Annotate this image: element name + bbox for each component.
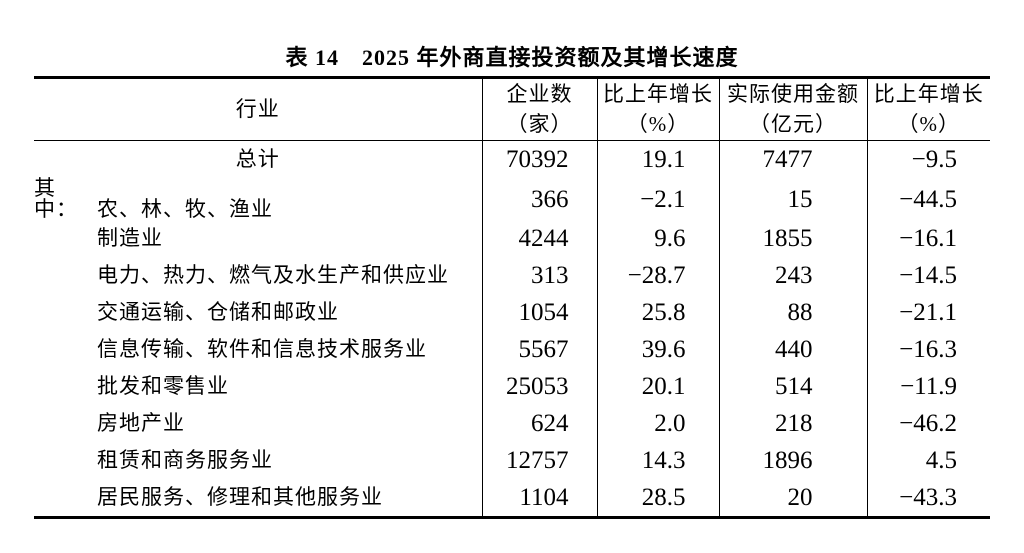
growth-amount-cell: −44.5 (866, 178, 990, 220)
amount-cell: 15 (718, 178, 867, 220)
growth-amount-cell: −43.3 (866, 479, 990, 518)
industry-label: 农、林、牧、渔业 (97, 197, 273, 221)
enterprises-cell: 12757 (481, 442, 597, 479)
enterprises-cell: 25053 (481, 368, 597, 405)
table-row: 批发和零售业 25053 20.1 514 −11.9 (34, 368, 990, 405)
table-body: 总计 70392 19.1 7477 −9.5 其中： 农、林、牧、渔业 366 … (34, 140, 990, 518)
table-row: 交通运输、仓储和邮政业 1054 25.8 88 −21.1 (34, 294, 990, 331)
amount-cell: 440 (718, 331, 867, 368)
growth-enterprises-cell: 25.8 (596, 294, 719, 331)
industry-label: 总计 (235, 147, 280, 171)
growth-amount-cell: −9.5 (866, 140, 990, 178)
table-row: 租赁和商务服务业 12757 14.3 1896 4.5 (34, 442, 990, 479)
industry-cell: 批发和零售业 (34, 368, 482, 405)
col-header-growth-amount-unit: （%） (897, 111, 960, 136)
amount-cell: 514 (718, 368, 867, 405)
col-header-growth-amount: 比上年增长 （%） (866, 77, 990, 141)
growth-enterprises-cell: 2.0 (596, 405, 719, 442)
industry-cell: 租赁和商务服务业 (34, 442, 482, 479)
growth-amount-cell: −16.1 (866, 220, 990, 257)
col-header-amount: 实际使用金额 （亿元） (718, 77, 867, 141)
enterprises-cell: 366 (481, 178, 597, 220)
industry-label: 电力、热力、燃气及水生产和供应业 (97, 263, 449, 287)
industry-label: 交通运输、仓储和邮政业 (97, 300, 339, 324)
growth-enterprises-cell: 9.6 (596, 220, 719, 257)
table-header: 行业 企业数 （家） 比上年增长 （%） 实际使用金额 （亿元） 比上年增长 （… (34, 77, 990, 141)
enterprises-cell: 70392 (481, 140, 597, 178)
table-row: 电力、热力、燃气及水生产和供应业 313 −28.7 243 −14.5 (34, 257, 990, 294)
enterprises-cell: 1104 (481, 479, 597, 518)
col-header-industry-label: 行业 (235, 96, 280, 121)
header-row: 行业 企业数 （家） 比上年增长 （%） 实际使用金额 （亿元） 比上年增长 （… (34, 77, 990, 141)
col-header-growth-enterprises: 比上年增长 （%） (596, 77, 719, 141)
table-title: 表 14 2025 年外商直接投资额及其增长速度 (285, 45, 739, 70)
enterprises-cell: 313 (481, 257, 597, 294)
industry-label: 租赁和商务服务业 (97, 448, 273, 472)
amount-cell: 88 (718, 294, 867, 331)
amount-cell: 1896 (718, 442, 867, 479)
col-header-growth-enterprises-label: 比上年增长 (603, 82, 713, 107)
amount-cell: 218 (718, 405, 867, 442)
industry-cell: 房地产业 (34, 405, 482, 442)
growth-amount-cell: 4.5 (866, 442, 990, 479)
col-header-amount-unit: （亿元） (749, 111, 837, 136)
enterprises-cell: 1054 (481, 294, 597, 331)
col-header-enterprises: 企业数 （家） (481, 77, 597, 141)
col-header-growth-enterprises-unit: （%） (626, 111, 690, 136)
table-row: 信息传输、软件和信息技术服务业 5567 39.6 440 −16.3 (34, 331, 990, 368)
table-row: 房地产业 624 2.0 218 −46.2 (34, 405, 990, 442)
col-header-growth-amount-label: 比上年增长 (873, 82, 984, 107)
growth-enterprises-cell: −28.7 (596, 257, 719, 294)
fdi-table: 行业 企业数 （家） 比上年增长 （%） 实际使用金额 （亿元） 比上年增长 （… (34, 76, 990, 519)
enterprises-cell: 4244 (481, 220, 597, 257)
growth-enterprises-cell: 14.3 (596, 442, 719, 479)
industry-label: 信息传输、软件和信息技术服务业 (97, 337, 427, 361)
col-header-enterprises-unit: （家） (506, 111, 573, 136)
table-row-total: 总计 70392 19.1 7477 −9.5 (34, 140, 990, 179)
industry-cell: 信息传输、软件和信息技术服务业 (34, 331, 482, 368)
industry-label: 房地产业 (97, 411, 185, 435)
table-row: 制造业 4244 9.6 1855 −16.1 (34, 220, 990, 257)
table-row: 其中： 农、林、牧、渔业 366 −2.1 15 −44.5 (34, 178, 990, 220)
growth-enterprises-cell: 19.1 (596, 140, 719, 178)
amount-cell: 1855 (718, 220, 867, 257)
growth-amount-cell: −21.1 (866, 294, 990, 331)
industry-label: 制造业 (97, 226, 163, 250)
growth-amount-cell: −14.5 (866, 257, 990, 294)
enterprises-cell: 624 (481, 405, 597, 442)
industry-cell: 交通运输、仓储和邮政业 (34, 294, 482, 331)
amount-cell: 243 (718, 257, 867, 294)
amount-cell: 7477 (718, 140, 867, 178)
col-header-industry: 行业 (34, 77, 482, 141)
industry-label: 批发和零售业 (97, 374, 229, 398)
row-prefix-label: 其中： (34, 176, 78, 221)
growth-enterprises-cell: 28.5 (596, 479, 719, 518)
amount-cell: 20 (718, 479, 867, 518)
industry-label: 居民服务、修理和其他服务业 (97, 485, 383, 509)
industry-cell: 其中： 农、林、牧、渔业 (34, 178, 482, 220)
growth-enterprises-cell: −2.1 (596, 178, 719, 220)
growth-amount-cell: −46.2 (866, 405, 990, 442)
growth-enterprises-cell: 39.6 (596, 331, 719, 368)
col-header-enterprises-label: 企业数 (506, 82, 573, 107)
industry-cell: 居民服务、修理和其他服务业 (34, 479, 482, 518)
growth-amount-cell: −11.9 (866, 368, 990, 405)
col-header-amount-label: 实际使用金额 (727, 82, 859, 107)
enterprises-cell: 5567 (481, 331, 597, 368)
table-row: 居民服务、修理和其他服务业 1104 28.5 20 −43.3 (34, 479, 990, 518)
growth-enterprises-cell: 20.1 (596, 368, 719, 405)
growth-amount-cell: −16.3 (866, 331, 990, 368)
industry-cell: 制造业 (34, 220, 482, 257)
industry-cell: 电力、热力、燃气及水生产和供应业 (34, 257, 482, 294)
industry-cell: 总计 (34, 141, 482, 179)
